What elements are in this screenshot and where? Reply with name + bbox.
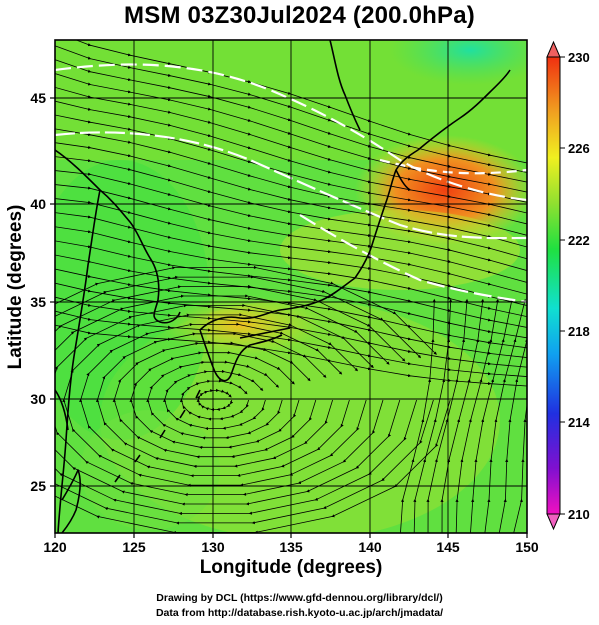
x-tick-label: 145	[436, 539, 460, 555]
wind-streamlines	[55, 40, 527, 533]
y-tick-label: 25	[30, 478, 46, 494]
x-axis-label: Longitude (degrees)	[199, 557, 383, 578]
streamline	[513, 298, 527, 533]
colorbar-label: 222	[568, 233, 590, 248]
colorbar: 230 226 222 218 214 210	[546, 40, 590, 531]
white-contours	[55, 63, 527, 304]
colorbar-label: 218	[568, 324, 590, 339]
colorbar-min-arrow	[546, 513, 561, 531]
y-tick-label: 45	[30, 90, 46, 106]
page-title: MSM 03Z30Jul2024 (200.0hPa)	[124, 2, 475, 29]
x-tick-label: 120	[43, 539, 67, 555]
x-tick-label: 125	[122, 539, 146, 555]
x-tick-label: 135	[279, 539, 303, 555]
streamline	[498, 298, 527, 533]
x-tick-labels: 120 125 130 135 140 145 150	[43, 539, 539, 555]
coastlines	[55, 40, 511, 533]
x-axis-ticks	[54, 533, 528, 538]
y-tick-label: 30	[30, 391, 46, 407]
credit-drawing: Drawing by DCL (https://www.gfd-dennou.o…	[156, 592, 443, 604]
credit-data: Data from http://database.rish.kyoto-u.a…	[155, 607, 444, 619]
y-tick-label: 40	[30, 196, 46, 212]
colorbar-label: 226	[568, 141, 590, 156]
y-tick-labels: 45 40 35 30 25	[30, 90, 46, 494]
y-tick-label: 35	[30, 294, 46, 310]
colorbar-label: 230	[568, 50, 590, 65]
lat-lon-grid	[55, 40, 527, 533]
y-axis-label: Latitude (degrees)	[5, 204, 26, 370]
streamline	[55, 265, 451, 533]
colorbar-label: 210	[568, 507, 590, 522]
x-tick-label: 150	[515, 539, 539, 555]
colorbar-max-arrow	[546, 40, 561, 58]
y-axis-ticks	[50, 97, 55, 487]
x-tick-label: 140	[358, 539, 382, 555]
colorbar-label: 214	[568, 415, 590, 430]
x-tick-label: 130	[201, 539, 225, 555]
